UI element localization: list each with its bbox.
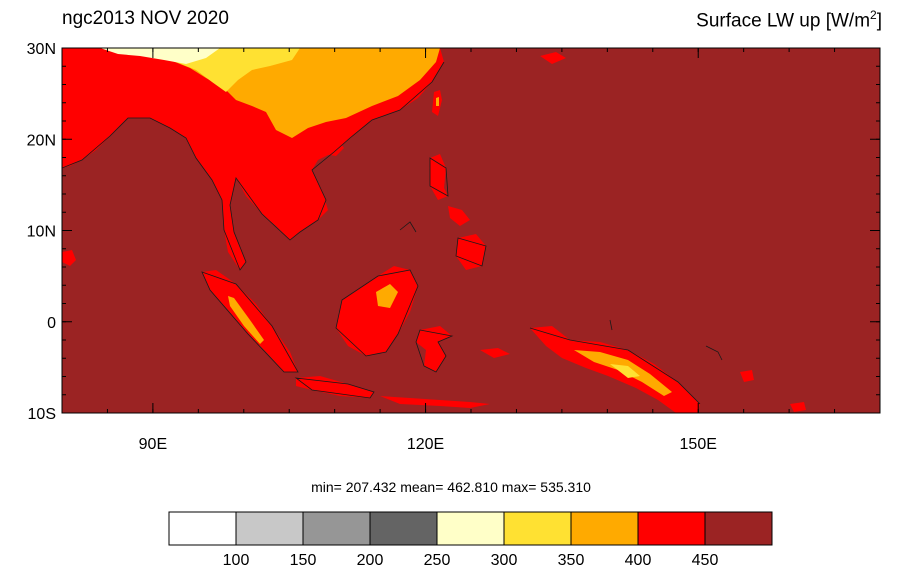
map-field: [62, 48, 880, 413]
maluku-land: [480, 348, 510, 358]
lat-tick-label: 0: [47, 315, 56, 332]
lat-tick-label: 10N: [27, 224, 56, 241]
coldest-field: [100, 48, 220, 64]
colorbar-swatch: [503, 511, 572, 546]
field-statistics: min= 207.432 mean= 462.810 max= 535.310: [311, 479, 591, 495]
colorbar-swatch: [235, 511, 304, 546]
japan-land: [540, 52, 566, 64]
solomon-land: [790, 402, 806, 412]
axis-ticks: [61, 47, 881, 414]
colorbar-label: 200: [356, 552, 384, 569]
philippines-visayas-land: [448, 206, 470, 226]
right-title: Surface LW up [W/m2]: [696, 8, 882, 32]
taiwan-highland: [436, 97, 439, 106]
indochina-land: [262, 150, 328, 226]
right-title-prefix: Surface LW up [W/m: [696, 10, 871, 32]
colorbar-swatch: [436, 511, 505, 546]
lesser-sunda-land: [380, 396, 490, 408]
lat-tick-label: 20N: [27, 132, 56, 149]
colorbar-swatch: [369, 511, 438, 546]
right-title-superscript: 2: [870, 8, 877, 22]
new-guinea-highland: [574, 350, 672, 396]
lat-tick-label: 30N: [27, 41, 56, 58]
new-guinea-cold-highland: [610, 364, 640, 378]
colorbar-swatch: [302, 511, 371, 546]
hainan-land: [324, 140, 344, 156]
lon-tick-label: 120E: [407, 436, 444, 453]
colorbar-swatch: [704, 511, 773, 546]
colorbar-label: 350: [557, 552, 585, 569]
colorbar-label: 150: [289, 552, 317, 569]
colorbar-label: 400: [624, 552, 652, 569]
colorbar: [168, 511, 773, 546]
colorbar-label: 300: [490, 552, 518, 569]
colorbar-label: 450: [691, 552, 719, 569]
coastlines: [62, 61, 723, 405]
colorbar-swatch: [637, 511, 706, 546]
right-title-suffix: ]: [876, 10, 882, 32]
sri-lanka-land: [62, 250, 76, 266]
axis-tick-labels: 30N 20N 10N 0 10S 90E 120E 150E: [27, 41, 717, 453]
borneo-land: [336, 266, 418, 356]
colorbar-label: 100: [222, 552, 250, 569]
left-title: ngc2013 NOV 2020: [62, 8, 229, 29]
borneo-highland: [376, 284, 398, 308]
colorbar-swatch: [168, 511, 237, 546]
lon-tick-label: 150E: [680, 436, 717, 453]
new-britain-land: [740, 370, 754, 382]
java-land: [296, 376, 374, 398]
lon-tick-label: 90E: [139, 436, 167, 453]
colorbar-label: 250: [423, 552, 451, 569]
lat-tick-label: 10S: [28, 406, 56, 423]
colorbar-swatch: [570, 511, 639, 546]
sumatra-highland: [228, 296, 264, 344]
philippines-mindanao-land: [456, 234, 486, 270]
